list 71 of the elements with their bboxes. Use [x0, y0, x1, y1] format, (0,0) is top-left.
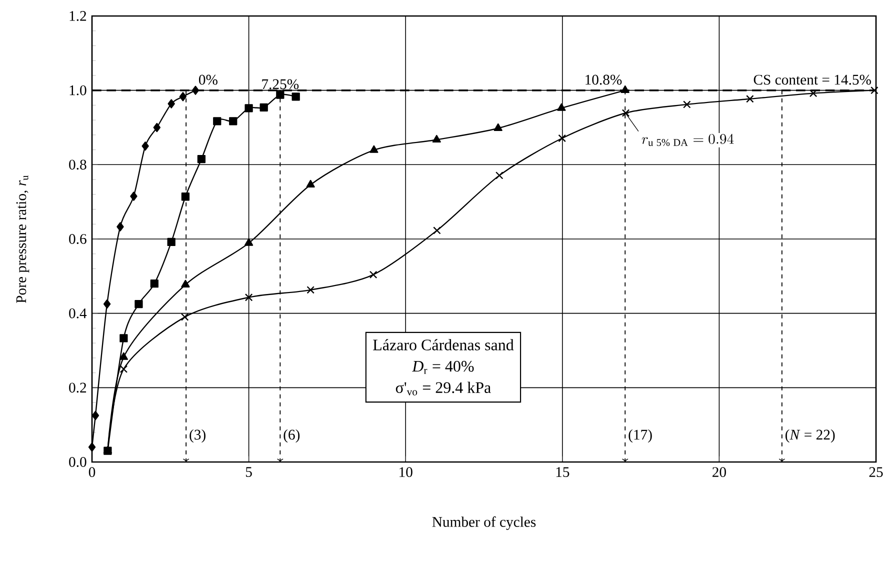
point: [168, 99, 175, 108]
point: [557, 103, 566, 111]
annotation: D$_{r}$ = 40%: [412, 360, 474, 374]
y-axis-title: Pore pressure ratio, r$_{u}$: [16, 175, 30, 304]
point: [103, 299, 111, 309]
ref-line-label: (3): [190, 429, 206, 443]
point: [620, 85, 630, 94]
point: [276, 90, 284, 99]
point: [142, 141, 149, 151]
point: [494, 123, 502, 131]
annotation: σ'$_{vo}$ = 29.4 kPa: [396, 382, 491, 396]
point: [181, 280, 190, 288]
series-label: 10.8%: [586, 74, 622, 85]
point: [306, 286, 314, 294]
point: [197, 155, 206, 164]
point: [306, 180, 315, 188]
point: [153, 122, 161, 132]
point: [179, 92, 187, 102]
point: [433, 226, 441, 234]
point: [432, 134, 441, 142]
point: [260, 103, 268, 112]
point: [683, 100, 691, 108]
series-label: 0%: [198, 74, 218, 85]
y-tick-label: 1.0: [70, 85, 86, 96]
point: [92, 410, 100, 420]
point: [292, 92, 300, 101]
ref-line-label: (N = 22): [786, 429, 835, 443]
point: [244, 238, 254, 246]
point: [870, 86, 878, 94]
x-tick-label: 15: [556, 467, 570, 477]
x-tick-label: 10: [400, 467, 412, 478]
point: [746, 94, 754, 103]
point: [88, 442, 96, 452]
point: [244, 293, 253, 302]
point: [369, 270, 378, 279]
point: [167, 238, 176, 246]
point: [244, 104, 253, 112]
x-tick-label: 5: [246, 467, 252, 477]
x-tick-label: 20: [712, 467, 726, 478]
series-label: CS content = 14.5%: [754, 74, 872, 85]
x-tick-label: 25: [869, 467, 883, 478]
point: [370, 145, 378, 153]
y-tick-label: 0.4: [69, 308, 87, 318]
point: [150, 280, 158, 288]
y-tick-label: 0.2: [69, 382, 86, 393]
x-axis-title: Number of cycles: [432, 516, 536, 530]
y-tick-label: 0.6: [69, 234, 86, 244]
point: [495, 172, 504, 180]
point: [181, 192, 190, 201]
point: [192, 86, 200, 95]
y-tick-label: 0.8: [69, 160, 86, 170]
y-tick-label: 1.2: [70, 11, 86, 21]
ref-line-label: (17): [628, 429, 652, 443]
point: [120, 365, 128, 373]
annotation: Lázaro Cárdenas sand: [373, 339, 514, 350]
y-tick-label: 0.0: [69, 457, 86, 467]
point: [134, 300, 143, 308]
point: [130, 192, 138, 201]
annotation: $r_{\mathrm{u\;5\%\;DA}} = 0.94$: [642, 134, 734, 146]
point: [229, 117, 238, 126]
point: [120, 334, 128, 342]
point: [213, 117, 222, 126]
point: [809, 89, 818, 98]
x-tick-label: 0: [88, 467, 96, 478]
series-label: 7.25%: [262, 79, 299, 90]
point: [119, 352, 128, 360]
point: [558, 134, 566, 142]
point: [116, 222, 124, 232]
point: [622, 109, 630, 117]
point: [180, 313, 189, 321]
ref-line-label: (6): [284, 429, 300, 443]
